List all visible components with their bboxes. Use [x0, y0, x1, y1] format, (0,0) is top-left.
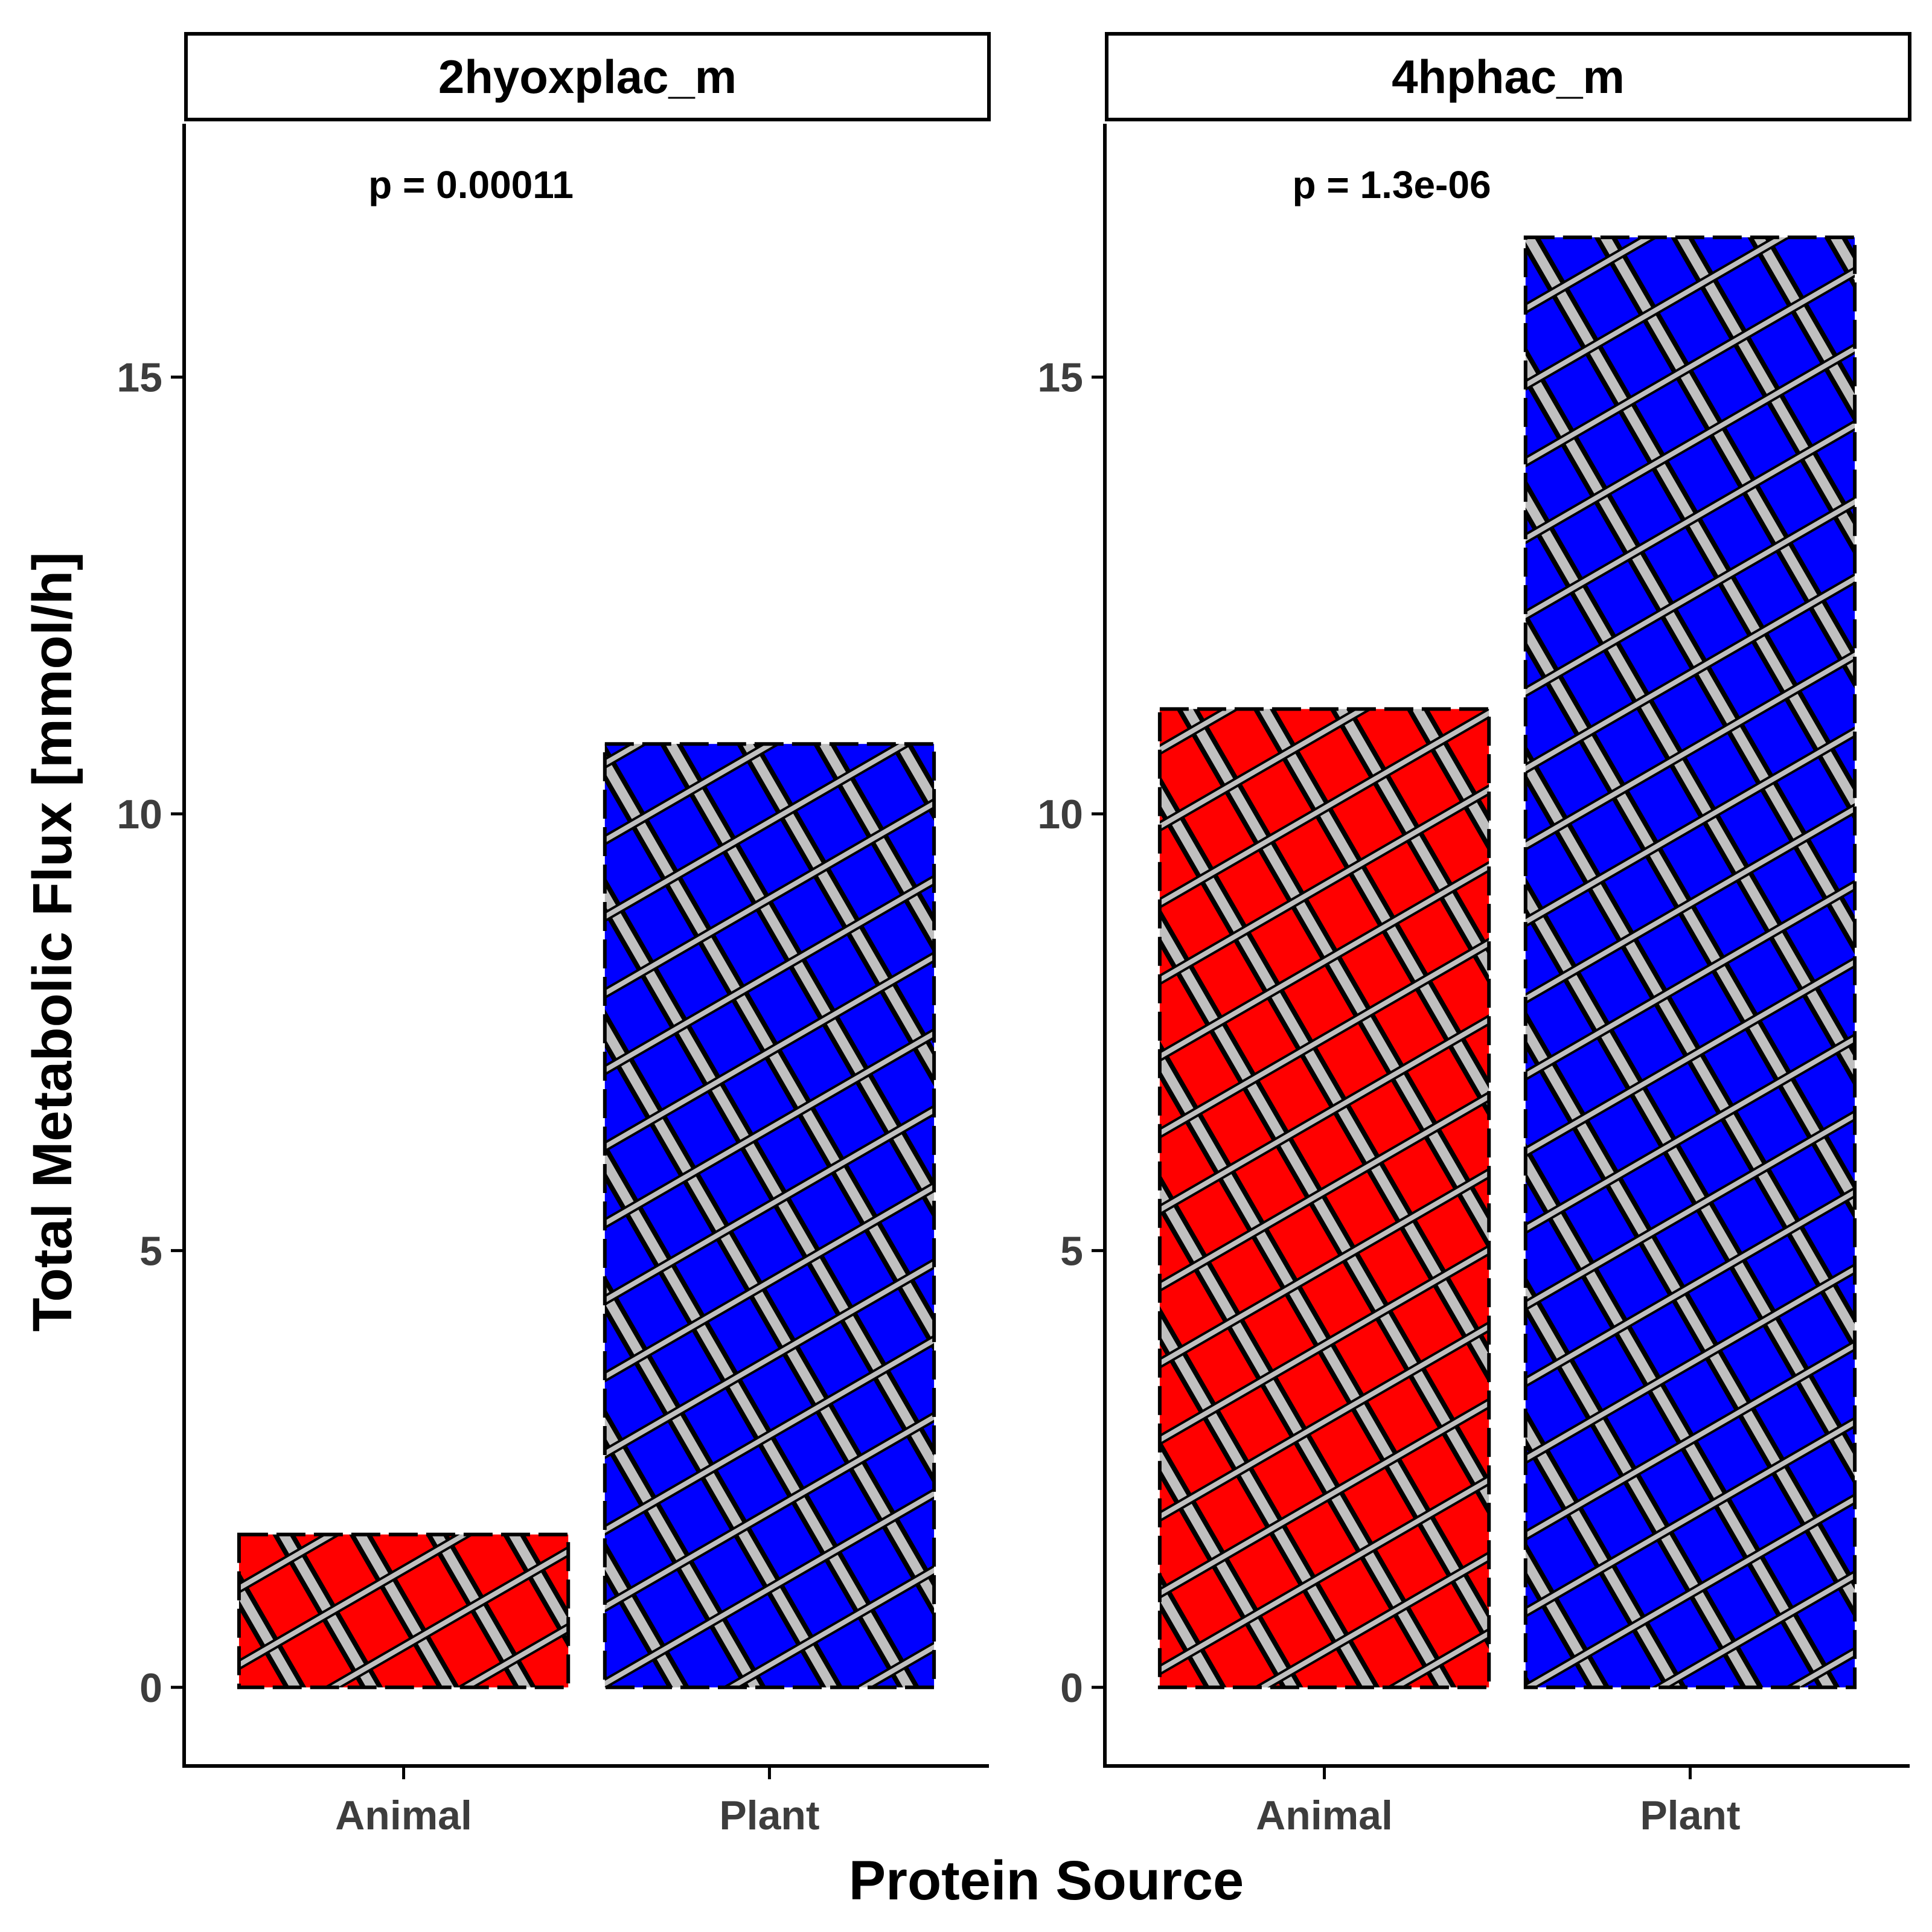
- x-axis-title: Protein Source: [849, 1850, 1244, 1911]
- panel-4hphac: 4hphac_m p = 1.3e-06 0 5 10 15 Animal Plant: [1037, 32, 1911, 1838]
- x-ticks: Animal Plant: [1256, 1766, 1741, 1838]
- x-tick-label: Animal: [1256, 1793, 1393, 1838]
- y-tick-label: 0: [1060, 1665, 1083, 1711]
- bar-animal: [1157, 707, 1491, 1689]
- p-value-annotation: p = 1.3e-06: [1292, 163, 1491, 206]
- y-tick-label: 15: [117, 355, 162, 401]
- y-ticks: 0 5 10 15: [1037, 355, 1105, 1711]
- y-axis-title: Total Metabolic Flux [mmol/h]: [22, 552, 83, 1331]
- y-tick-label: 5: [139, 1228, 162, 1274]
- strip-box: [184, 32, 991, 121]
- x-tick-label: Animal: [335, 1793, 472, 1838]
- bars: [1157, 235, 1857, 1689]
- bar-plant: [603, 742, 936, 1689]
- x-tick-label: Plant: [1640, 1793, 1740, 1838]
- strip-box: [1105, 32, 1911, 121]
- bars: [237, 742, 936, 1689]
- y-tick-label: 0: [139, 1665, 162, 1711]
- x-ticks: Animal Plant: [335, 1766, 820, 1838]
- panel-title: 2hyoxplac_m: [438, 50, 737, 103]
- bar-plant: [1523, 235, 1857, 1689]
- bar-animal: [237, 1532, 571, 1689]
- p-value-annotation: p = 0.00011: [368, 163, 574, 206]
- y-ticks: 0 5 10 15: [117, 355, 184, 1711]
- y-tick-label: 10: [1037, 792, 1083, 837]
- y-tick-label: 5: [1060, 1228, 1083, 1274]
- y-tick-label: 10: [117, 792, 162, 837]
- panel-title: 4hphac_m: [1392, 50, 1625, 103]
- x-tick-label: Plant: [719, 1793, 819, 1838]
- panel-2hyoxplac: 2hyoxplac_m p = 0.00011 0 5 10 15 Animal Pla…: [117, 32, 991, 1838]
- y-tick-label: 15: [1037, 355, 1083, 401]
